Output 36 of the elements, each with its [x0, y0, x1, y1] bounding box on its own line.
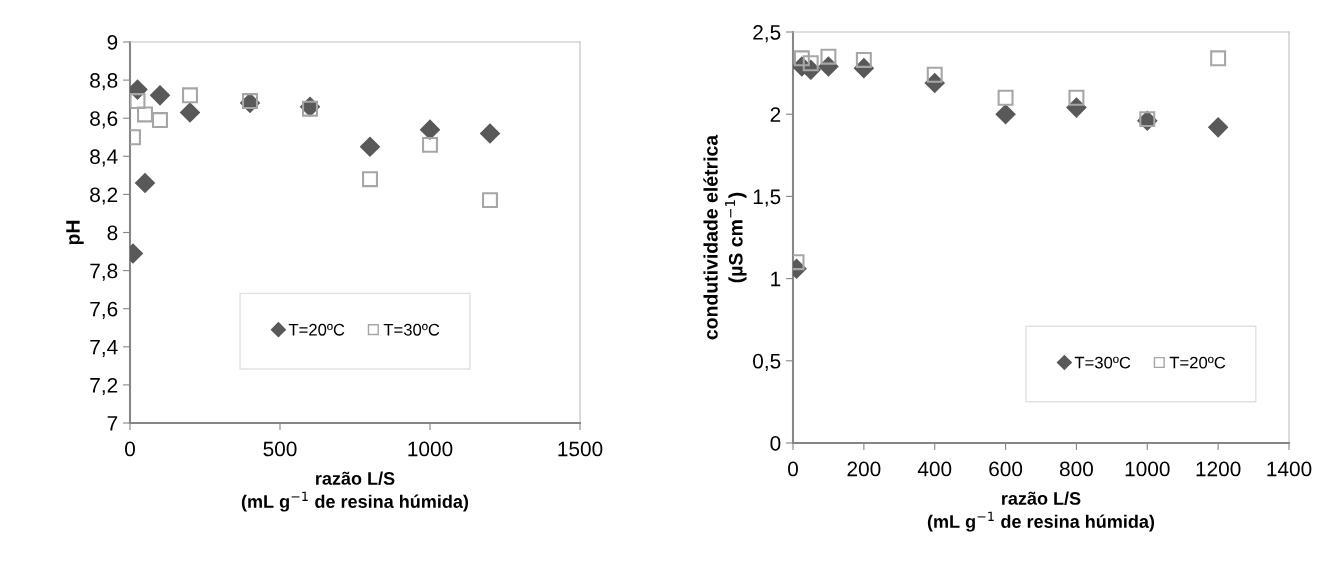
y-tick-label: 1: [771, 271, 781, 287]
legend-label: T=30ºC: [1074, 356, 1131, 369]
x-tick-label: 500: [263, 441, 297, 457]
y-tick-label: 0,5: [753, 353, 781, 372]
x-tick-label: 1200: [1196, 461, 1241, 477]
x-tick-label: 200: [847, 461, 881, 477]
x-tick-label: 1400: [1267, 461, 1312, 477]
y-tick-label: 7,8: [90, 263, 118, 281]
y-tick-label: 7,4: [90, 340, 118, 358]
y-tick-label: 2,5: [753, 25, 781, 43]
x-tick-label: 1000: [408, 441, 453, 457]
y-axis-title: condutividade elétrica (µS cm$^{−1}$): [703, 134, 747, 340]
x-tick-label: 400: [917, 461, 952, 477]
y-tick-label: 7: [107, 416, 118, 431]
y-tick-label: 9: [107, 35, 118, 50]
y-tick-label: 8,2: [90, 187, 118, 205]
x-tick-label: 0: [788, 461, 798, 477]
text: razão L/S (mL g$^{−1}$ de resina húmida): [927, 491, 1155, 532]
x-tick-label: 1500: [558, 441, 603, 457]
y-tick-label: 8,4: [90, 149, 118, 167]
text: razão L/S (mL g$^{−1}$ de resina húmida): [241, 471, 469, 512]
y-tick-label: 7,6: [90, 301, 118, 319]
x-tick-label: 800: [1059, 461, 1093, 477]
y-tick-label: 2: [770, 107, 781, 122]
y-axis-title: pH: [66, 220, 84, 245]
x-tick-label: 0: [125, 441, 135, 457]
y-tick-label: 8,6: [90, 111, 118, 129]
legend-label: T=20ºC: [288, 323, 345, 336]
y-tick-label: 1,5: [753, 189, 781, 207]
legend-label: T=20ºC: [1169, 356, 1226, 369]
legend-label: T=30ºC: [383, 323, 440, 336]
y-tick-label: 8: [107, 225, 118, 241]
y-tick-label: 7,2: [90, 377, 118, 396]
y-tick-label: 8,8: [90, 73, 118, 91]
x-tick-label: 600: [989, 461, 1023, 477]
x-tick-label: 1000: [1125, 461, 1170, 477]
